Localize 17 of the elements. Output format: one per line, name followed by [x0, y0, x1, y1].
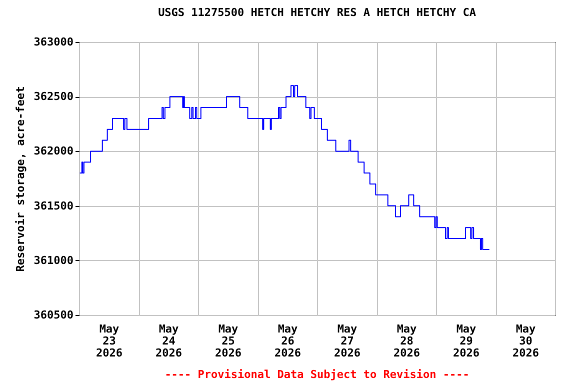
chart-title: USGS 11275500 HETCH HETCHY RES A HETCH HETCHY CA — [158, 6, 476, 19]
x-tick-label: May 30 2026 — [512, 322, 540, 360]
x-tick-label: May 25 2026 — [215, 322, 242, 360]
x-tick-label: May 24 2026 — [156, 322, 182, 360]
y-tick-label: 363000 — [34, 36, 74, 48]
x-tick-label: May 26 2026 — [274, 322, 302, 360]
y-tick-label: 362500 — [34, 90, 74, 104]
x-tick-label: May 23 2026 — [96, 322, 123, 360]
text: ---- Provisional Data Subject to Revision ---- — [164, 368, 470, 381]
x-tick-label: May 27 2026 — [334, 322, 361, 360]
y-tick-label: 361500 — [34, 199, 74, 212]
y-tick-label: 362000 — [34, 144, 74, 158]
y-tick-label: 360500 — [34, 308, 74, 322]
y-axis-title: Reservoir storage, acre-feet — [14, 86, 27, 272]
x-tick-label: May 28 2026 — [394, 322, 420, 360]
x-tick-label: May 29 2026 — [453, 322, 480, 360]
y-tick-label: 361000 — [34, 254, 74, 267]
